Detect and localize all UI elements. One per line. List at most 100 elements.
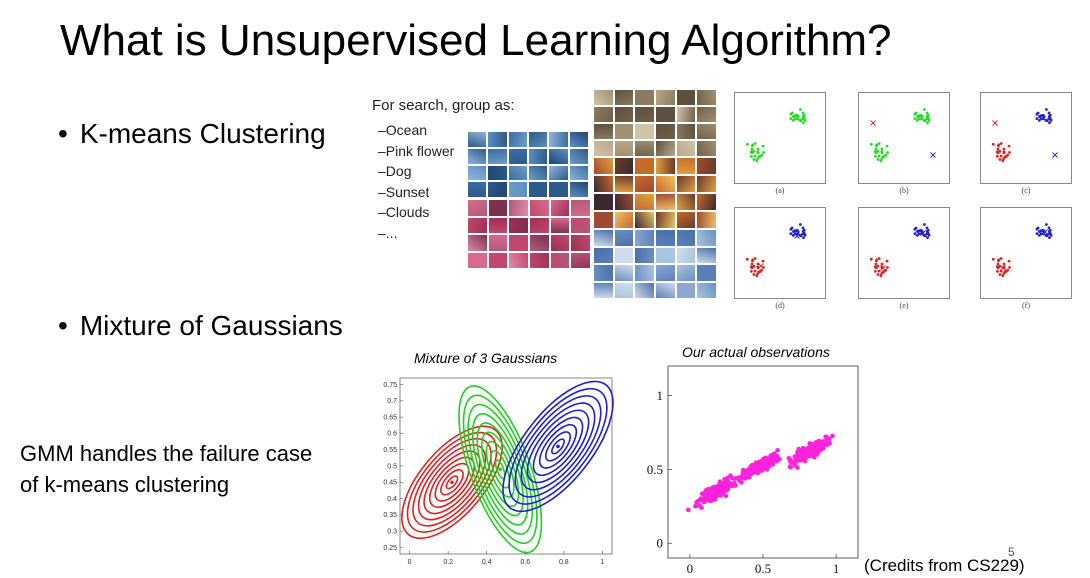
photo-thumbnail: [508, 165, 527, 181]
kmeans-point: [801, 111, 805, 115]
photo-thumbnail: [468, 182, 487, 197]
ocean-photo-grid: [468, 132, 588, 197]
photo-thumbnail: [550, 200, 570, 216]
photo-thumbnail: [655, 141, 675, 156]
group-item: Pink flower: [378, 141, 454, 162]
kmeans-point: [750, 151, 754, 155]
kmeans-point: [798, 118, 802, 122]
observation-point: [732, 480, 737, 486]
photo-thumbnail: [468, 165, 487, 181]
observation-point: [763, 455, 768, 461]
kmeans-point: [1045, 223, 1048, 226]
kmeans-point: [1001, 159, 1005, 163]
photo-thumbnail: [697, 107, 716, 122]
kmeans-point: [1037, 119, 1041, 122]
y-tick-label: 0.25: [383, 545, 397, 552]
search-group-list: Ocean Pink flower Dog Sunset Clouds ...: [378, 120, 454, 243]
observation-point: [705, 491, 710, 496]
gmm-contour-chart: 0 0.2 0.4 0.6 0.8 1 0.75 0.7 0.65 0.6 0.55 0.5 0.45 0…: [383, 377, 614, 566]
observation-point: [699, 505, 704, 510]
photo-thumbnail: [550, 252, 570, 268]
kmeans-point: [926, 236, 929, 239]
photo-thumbnail: [488, 200, 508, 216]
photo-thumbnail: [635, 212, 654, 228]
y-tick-label: 1: [657, 388, 664, 403]
kmeans-point: [923, 108, 926, 111]
kmeans-point: [880, 147, 884, 151]
kmeans-point: [925, 229, 929, 233]
kmeans-point: [1047, 117, 1051, 121]
kmeans-point: [999, 269, 1003, 273]
photo-thumbnail: [569, 148, 588, 164]
kmeans-point: [1004, 155, 1008, 158]
kmeans-point: [877, 154, 881, 158]
kmeans-point: [756, 147, 760, 151]
photo-thumbnail: [676, 265, 696, 281]
photo-thumbnail: [655, 90, 675, 105]
photo-thumbnail: [529, 217, 549, 233]
centroid-marker: [880, 265, 886, 271]
kmeans-point: [874, 270, 877, 273]
kmeans-point: [996, 270, 999, 273]
photo-thumbnail: [676, 124, 696, 139]
credits-note: (Credits from CS229): [864, 556, 1025, 575]
y-tick-label: 0.7: [387, 398, 397, 405]
observation-point: [764, 467, 770, 472]
kmeans-point: [750, 270, 753, 273]
kmeans-point: [1044, 233, 1048, 237]
kmeans-point: [793, 117, 797, 121]
y-tick-label: 0.4: [387, 496, 397, 503]
observation-point: [761, 462, 767, 467]
kmeans-point: [876, 149, 880, 153]
photo-thumbnail: [655, 265, 675, 281]
x-tick-label: 0.2: [443, 559, 453, 566]
photo-thumbnail: [529, 200, 549, 216]
observation-point: [711, 488, 716, 493]
y-tick-label: 0.35: [383, 512, 397, 519]
kmeans-point: [915, 119, 919, 122]
kmeans-point: [885, 144, 889, 148]
kmeans-point: [801, 232, 805, 236]
photo-thumbnail: [676, 158, 696, 174]
photo-thumbnail: [614, 247, 634, 263]
observation-point: [824, 442, 830, 447]
photo-thumbnail: [594, 247, 613, 263]
photo-thumbnail: [697, 247, 716, 263]
photo-thumbnail: [697, 282, 716, 298]
group-item: Sunset: [378, 182, 454, 203]
photo-thumbnail: [508, 182, 527, 197]
photo-thumbnail: [594, 107, 613, 122]
y-tick-label: 0.3: [387, 528, 397, 535]
group-item: Clouds: [378, 202, 454, 223]
photo-thumbnail: [571, 252, 590, 268]
kmeans-point: [1044, 118, 1048, 122]
photo-thumbnail: [550, 235, 570, 251]
kmeans-point: [999, 142, 1003, 145]
photo-thumbnail: [488, 252, 508, 268]
photo-thumbnail: [614, 124, 634, 139]
kmeans-point: [795, 113, 799, 117]
photo-thumbnail: [655, 247, 675, 263]
photo-thumbnail: [549, 148, 568, 164]
observation-point: [743, 476, 748, 481]
photo-thumbnail: [676, 212, 696, 228]
kmeans-point: [998, 273, 1002, 276]
photo-thumbnail: [509, 200, 528, 216]
x-tick-label: 0: [687, 561, 694, 576]
kmeans-point: [1039, 232, 1043, 236]
photo-thumbnail: [569, 182, 588, 197]
observation-point: [794, 453, 800, 458]
kmeans-point: [1049, 118, 1053, 122]
centroid-marker: [930, 152, 936, 158]
photo-thumbnail: [488, 217, 508, 233]
kmeans-point: [756, 265, 760, 269]
photo-thumbnail: [676, 230, 696, 246]
photo-thumbnail: [614, 265, 634, 281]
kmeans-point: [875, 258, 879, 262]
kmeans-point: [991, 257, 995, 261]
observation-point: [796, 446, 802, 452]
photo-thumbnail: [549, 165, 568, 181]
kmeans-point: [927, 118, 931, 122]
x-tick-label: 0.4: [482, 559, 492, 566]
photo-thumbnail: [697, 124, 716, 139]
